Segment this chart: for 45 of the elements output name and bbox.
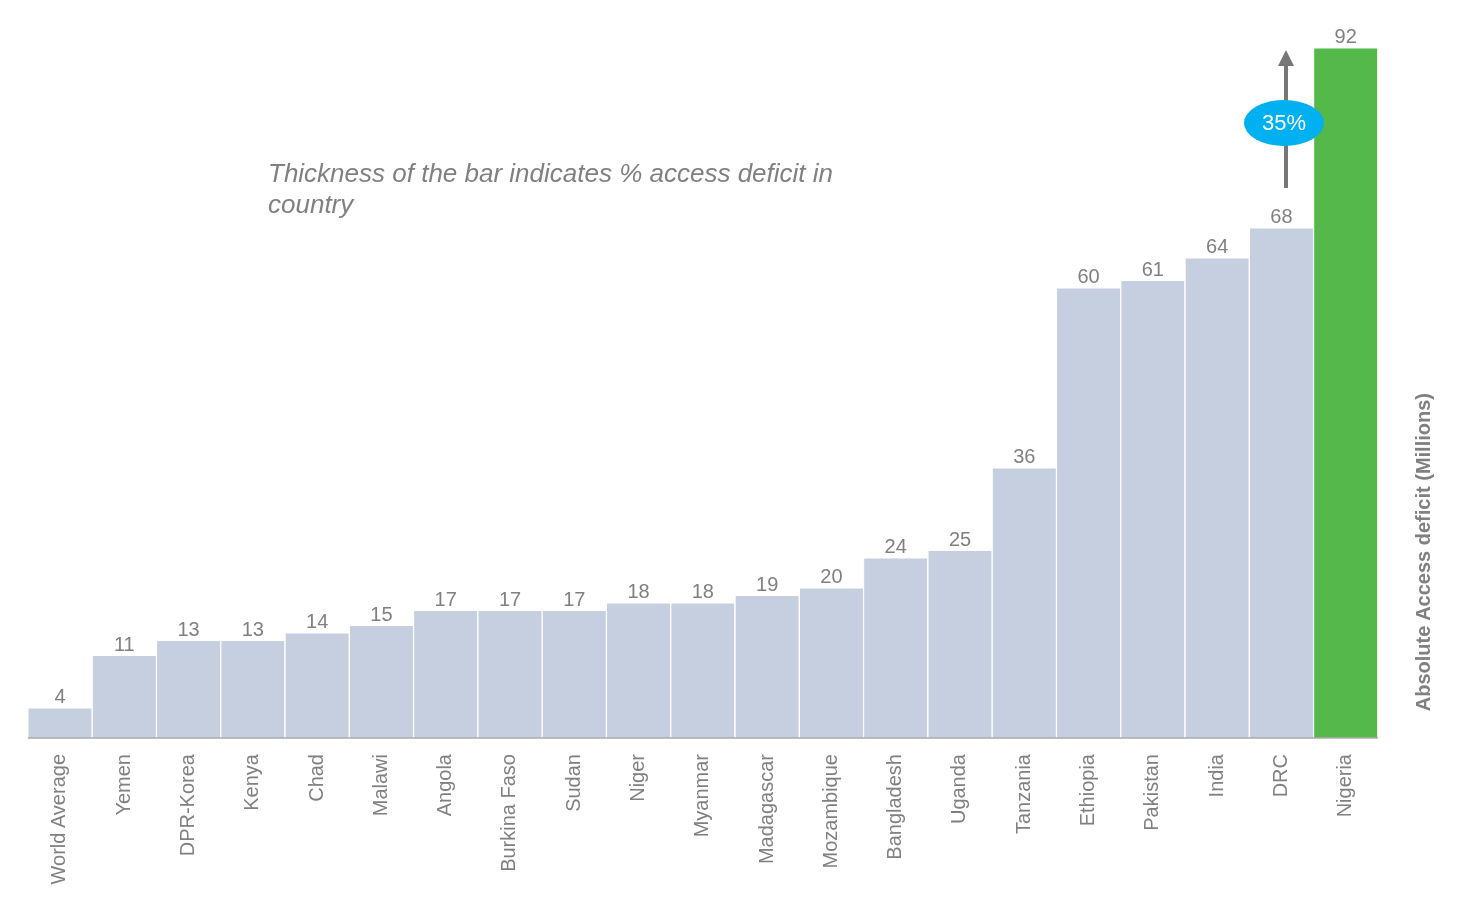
- data-label: 24: [884, 535, 907, 557]
- data-label: 61: [1141, 257, 1164, 280]
- data-label: 17: [434, 587, 457, 610]
- data-label: 25: [948, 527, 972, 550]
- data-label: 19: [756, 572, 779, 595]
- data-label: 11: [113, 632, 135, 655]
- annotation: 35%: [1244, 100, 1324, 146]
- data-label: 18: [691, 580, 714, 602]
- x-tick-label: DPR-Korea: [176, 753, 198, 857]
- data-label: 18: [627, 580, 650, 602]
- x-tick-label: Yemen: [111, 754, 134, 816]
- x-tick-label: Tanzania: [1011, 753, 1034, 835]
- x-tick-label: Chad: [304, 754, 327, 802]
- x-tick-label: Malawi: [368, 754, 391, 817]
- data-label: 64: [1206, 235, 1229, 257]
- data-label: 17: [498, 587, 522, 610]
- data-label: 15: [370, 602, 393, 625]
- data-label: 20: [820, 565, 843, 587]
- x-tick-label: Ethiopia: [1076, 753, 1098, 827]
- x-tick-label: Nigeria: [1333, 753, 1356, 818]
- x-tick-label: Angola: [433, 753, 456, 817]
- data-label: 13: [177, 617, 200, 640]
- x-tick-label: DRC: [1268, 754, 1291, 798]
- data-label: 13: [241, 617, 264, 640]
- data-label: 92: [1334, 25, 1357, 47]
- x-tick-label: Kenya: [240, 753, 263, 811]
- data-label: 60: [1077, 265, 1100, 287]
- data-label: 68: [1270, 205, 1293, 227]
- annotation: Thickness of the bar indicates % access deficit in country: [268, 158, 835, 220]
- x-tick-label: Sudan: [561, 754, 584, 812]
- data-label: 4: [54, 685, 66, 707]
- x-tick-label: Pakistan: [1140, 754, 1163, 831]
- x-tick-label: Myanmar: [690, 753, 713, 838]
- data-label: 36: [1013, 445, 1036, 467]
- data-label: 14: [306, 610, 329, 632]
- x-tick-label: Uganda: [947, 753, 970, 825]
- x-tick-label: India: [1204, 753, 1227, 798]
- x-tick-label: Bangladesh: [883, 754, 906, 860]
- x-tick-label: Madagascar: [754, 753, 777, 865]
- x-tick-label: Mozambique: [818, 754, 841, 869]
- x-tick-label: Burkina Faso: [497, 754, 520, 872]
- x-tick-label: World Average: [47, 754, 70, 885]
- x-tick-label: Niger: [626, 753, 648, 802]
- data-label: 17: [563, 587, 586, 610]
- y-axis-title: Absolute Access deficit (Millions): [1412, 393, 1435, 712]
